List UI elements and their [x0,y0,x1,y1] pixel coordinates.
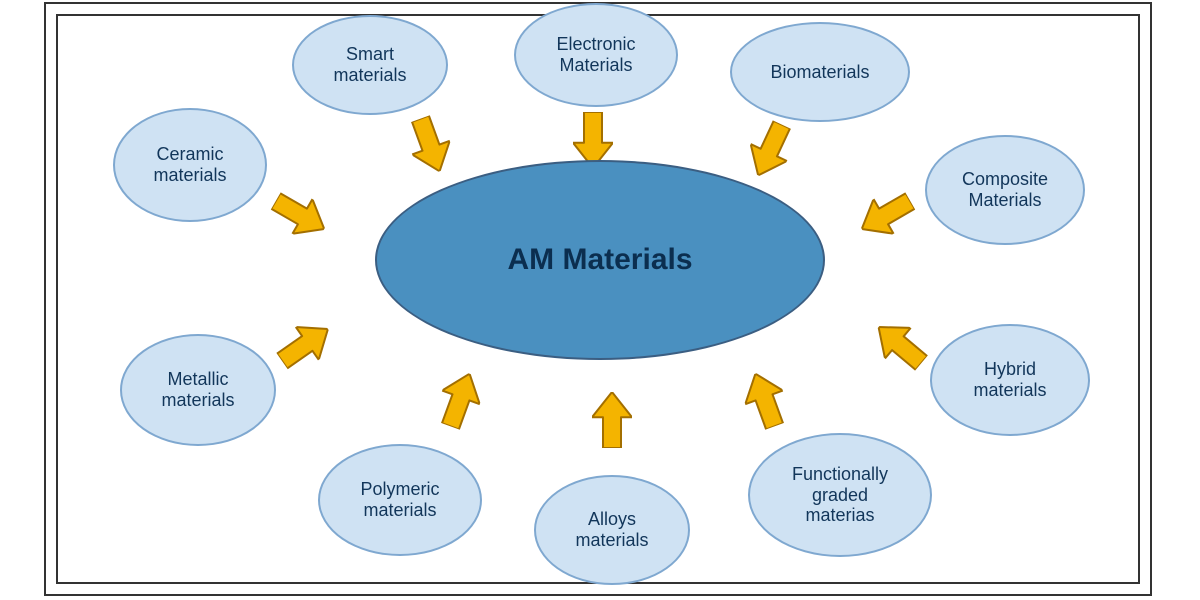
node-label-polymeric: Polymeric materials [354,479,445,520]
node-label-smart: Smart materials [327,44,412,85]
node-electronic: Electronic Materials [514,3,678,107]
node-polymeric: Polymeric materials [318,444,482,556]
arrow-8 [592,392,632,448]
node-ceramic: Ceramic materials [113,108,267,222]
node-smart: Smart materials [292,15,448,115]
node-label-alloys: Alloys materials [569,509,654,550]
node-label-fgm: Functionally graded materias [786,464,894,526]
node-fgm: Functionally graded materias [748,433,932,557]
node-alloys: Alloys materials [534,475,690,585]
node-metallic: Metallic materials [120,334,276,446]
node-label-electronic: Electronic Materials [550,34,641,75]
center-label: AM Materials [507,243,692,278]
node-label-biomaterials: Biomaterials [764,62,875,83]
node-composite: Composite Materials [925,135,1085,245]
node-hybrid: Hybrid materials [930,324,1090,436]
node-label-hybrid: Hybrid materials [967,359,1052,400]
center-node: AM Materials [375,160,825,360]
node-label-ceramic: Ceramic materials [147,144,232,185]
node-label-composite: Composite Materials [956,169,1054,210]
node-label-metallic: Metallic materials [155,369,240,410]
node-biomaterials: Biomaterials [730,22,910,122]
